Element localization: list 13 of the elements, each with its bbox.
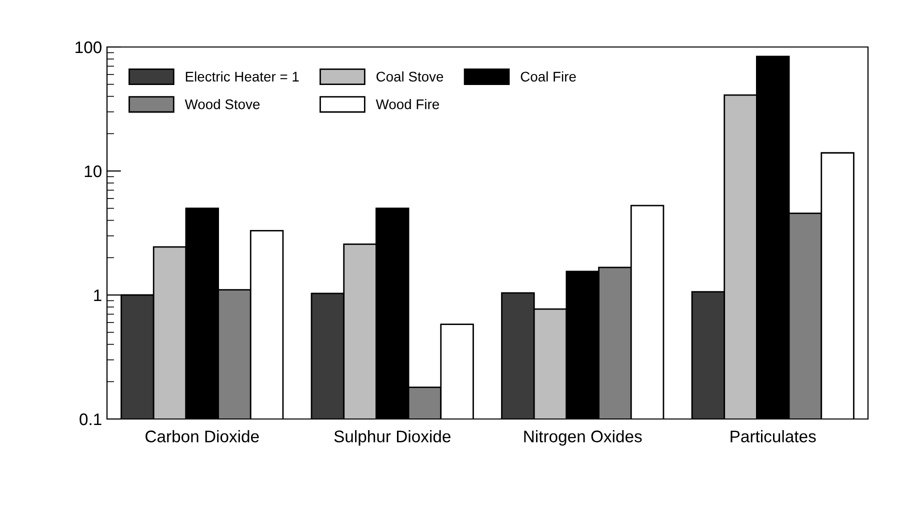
y-tick-label: 0.1 — [80, 413, 102, 426]
x-tick-label: Sulphur Dioxide — [334, 430, 450, 446]
legend-label: Wood Fire — [376, 99, 439, 110]
y-tick-label: 100 — [76, 41, 102, 54]
y-tick-label: 10 — [84, 165, 102, 178]
x-tick-label: Nitrogen Oxides — [524, 430, 642, 446]
legend-label: Electric Heater = 1 — [186, 71, 299, 82]
legend-label: Wood Stove — [184, 99, 260, 110]
x-tick-label: Particulates — [730, 430, 816, 442]
x-tick-label: Carbon Dioxide — [146, 430, 259, 442]
legend-label: Coal Stove — [376, 71, 444, 82]
y-tick-label: 1 — [94, 290, 102, 302]
legend-label: Coal Fire — [520, 71, 576, 82]
